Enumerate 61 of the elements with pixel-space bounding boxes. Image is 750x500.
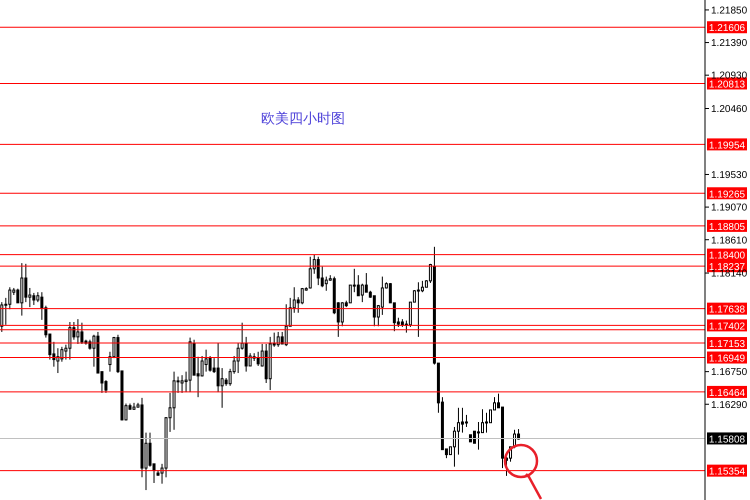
candlestick xyxy=(24,263,28,303)
candlestick xyxy=(416,282,420,338)
candlestick xyxy=(236,342,240,374)
y-tick-label: 1.19070 xyxy=(711,202,748,214)
candlestick xyxy=(380,276,384,316)
ref-line-label: 1.16949 xyxy=(708,354,746,365)
candlestick xyxy=(76,318,80,344)
ref-line-label: 1.19265 xyxy=(708,189,746,200)
ref-line-label: 1.18805 xyxy=(708,222,746,233)
candlestick xyxy=(200,356,204,378)
candlestick xyxy=(68,321,72,360)
candlestick xyxy=(324,276,328,292)
candlestick xyxy=(204,349,208,372)
candlestick xyxy=(308,256,312,290)
ref-line-label: 1.17153 xyxy=(708,339,746,350)
ref-line-label: 1.16464 xyxy=(708,388,746,399)
candlestick xyxy=(472,430,476,444)
text: 欧美四小时图 xyxy=(261,111,345,127)
candlestick xyxy=(300,287,304,305)
y-tick-label: 1.19530 xyxy=(711,170,748,182)
y-tick-label: 1.21850 xyxy=(711,5,748,16)
candlestick xyxy=(208,356,212,372)
candlestick xyxy=(80,322,84,344)
y-tick-label: 1.16290 xyxy=(711,400,748,411)
candlestick xyxy=(216,342,220,393)
ref-line-label: 1.15808 xyxy=(708,434,746,446)
candlestick xyxy=(8,286,12,310)
ref-line-label: 1.18400 xyxy=(708,250,746,262)
candlestick xyxy=(360,283,364,303)
candlestick xyxy=(220,368,224,408)
y-tick-label: 1.18140 xyxy=(711,268,748,280)
candlestick xyxy=(148,432,152,468)
candlestick xyxy=(244,336,248,372)
candlestick xyxy=(484,412,488,434)
y-tick-label: 1.21390 xyxy=(711,38,748,50)
candlestick xyxy=(256,351,260,366)
candlestick xyxy=(480,408,484,434)
candlestick xyxy=(356,274,360,296)
candlestick xyxy=(456,407,460,456)
candlestick xyxy=(372,295,376,327)
candlestick xyxy=(32,292,36,306)
ref-line-label: 1.19954 xyxy=(708,140,746,152)
candlestick xyxy=(348,284,352,304)
ref-line-label: 1.21606 xyxy=(708,23,746,34)
candlestick xyxy=(476,421,480,450)
candlestick xyxy=(180,374,184,394)
ref-line-label: 1.15354 xyxy=(708,466,746,478)
y-tick-label: 1.20460 xyxy=(711,104,748,116)
y-tick-label: 1.16750 xyxy=(711,367,748,378)
candlestick xyxy=(316,256,320,286)
candlestick xyxy=(420,280,424,293)
candlestick xyxy=(460,407,464,434)
candlestick xyxy=(340,302,344,327)
ref-line-label: 1.17638 xyxy=(708,304,746,316)
candlestick xyxy=(60,346,64,362)
ref-line-label: 1.20813 xyxy=(708,79,746,90)
y-tick-label: 1.18610 xyxy=(711,235,748,246)
ref-line-label: 1.17402 xyxy=(708,321,746,332)
candlestick xyxy=(56,348,60,374)
candlestick xyxy=(452,426,456,468)
candlestick xyxy=(464,414,468,428)
